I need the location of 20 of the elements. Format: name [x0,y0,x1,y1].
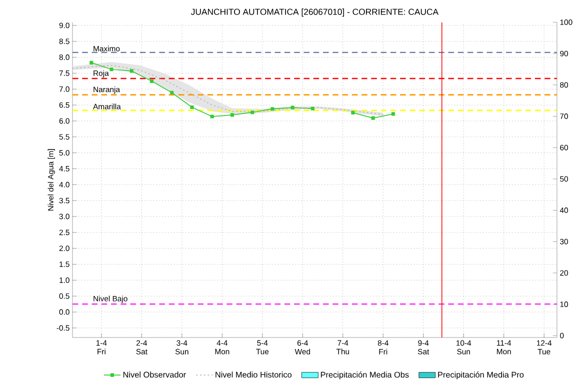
point [170,90,174,95]
point [230,113,234,117]
point [130,69,134,73]
point [150,80,154,84]
chart-title: JUANCHITO AUTOMATICA [26067010] - CORRIENTE: CAUCA [191,8,439,17]
legend-label: Nivel Observador [123,372,186,378]
legend-label: Precipitación Media Obs [320,372,409,380]
point [310,106,314,110]
point [371,116,375,120]
point [110,68,114,72]
point [190,106,194,110]
point [391,112,395,116]
point [210,114,214,118]
point [270,107,274,111]
point [90,61,94,65]
legend-label: Precipitación Media Pro [438,372,524,380]
point [351,111,355,115]
point [250,110,254,114]
point [290,106,294,110]
legend-label: Nivel Medio Historico [216,372,292,378]
